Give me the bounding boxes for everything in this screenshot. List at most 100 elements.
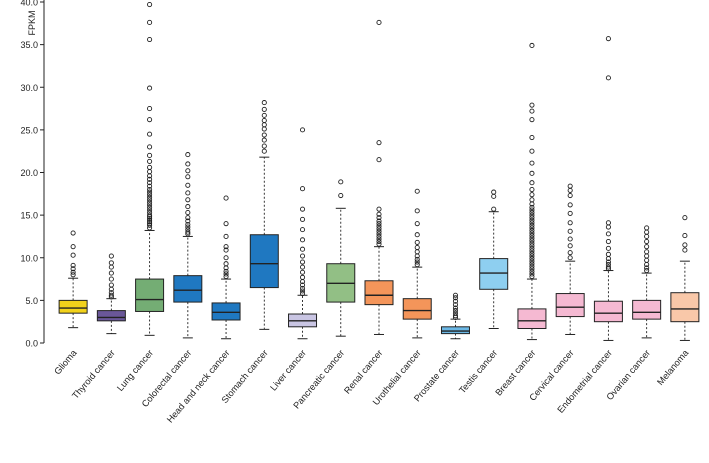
outlier-point bbox=[376, 218, 382, 224]
outlier-point bbox=[376, 241, 382, 247]
outlier-point bbox=[644, 233, 650, 239]
outlier-point bbox=[147, 152, 153, 158]
outlier-point bbox=[644, 225, 650, 231]
outlier-point bbox=[529, 207, 535, 213]
outlier-point bbox=[376, 228, 382, 234]
y-tick-label: 20.0 bbox=[20, 168, 38, 178]
box-testis-cancer bbox=[479, 258, 509, 290]
outlier-point bbox=[147, 189, 153, 195]
outlier-point bbox=[147, 217, 153, 223]
outlier-point bbox=[261, 117, 267, 124]
outlier-point bbox=[223, 268, 229, 274]
outlier-point bbox=[605, 224, 611, 230]
outlier-point bbox=[261, 132, 267, 138]
outlier-point bbox=[376, 206, 382, 212]
outlier-point bbox=[644, 267, 650, 274]
y-tick-label: 5.0 bbox=[25, 296, 38, 306]
box-thyroid-cancer bbox=[96, 310, 126, 322]
outlier-point bbox=[223, 233, 229, 239]
outlier-point bbox=[147, 219, 153, 225]
outlier-point bbox=[147, 169, 153, 175]
outlier-point bbox=[108, 290, 114, 296]
outlier-point bbox=[605, 239, 611, 245]
outlier-point bbox=[261, 126, 267, 132]
outlier-point bbox=[529, 243, 535, 249]
outlier-point bbox=[567, 210, 573, 216]
outlier-point bbox=[147, 164, 153, 170]
outlier-point bbox=[147, 36, 153, 43]
outlier-point bbox=[414, 232, 420, 238]
outlier-point bbox=[376, 215, 382, 221]
outlier-point bbox=[529, 117, 535, 123]
outlier-point bbox=[185, 152, 191, 158]
outlier-point bbox=[567, 202, 573, 208]
outlier-point bbox=[529, 271, 535, 277]
outlier-point bbox=[185, 215, 191, 221]
outlier-point bbox=[529, 256, 535, 262]
box-endometrial-cancer bbox=[593, 300, 623, 323]
outlier-point bbox=[644, 244, 650, 250]
outlier-point bbox=[644, 249, 650, 255]
outlier-point bbox=[529, 170, 535, 176]
outlier-point bbox=[299, 282, 306, 288]
outlier-point bbox=[299, 216, 306, 222]
outlier-point bbox=[376, 140, 382, 146]
outlier-point bbox=[223, 195, 229, 201]
box-cervical-cancer bbox=[555, 293, 585, 318]
outlier-point bbox=[185, 227, 191, 233]
outlier-point bbox=[452, 298, 459, 304]
outlier-point bbox=[185, 224, 191, 230]
outlier-point bbox=[147, 144, 153, 150]
outlier-point bbox=[605, 75, 611, 81]
outlier-point bbox=[529, 210, 535, 216]
outlier-point bbox=[529, 192, 535, 198]
outlier-point bbox=[529, 233, 535, 239]
outlier-point bbox=[452, 305, 459, 311]
outlier-point bbox=[147, 212, 153, 218]
outlier-point bbox=[529, 108, 535, 114]
outlier-point bbox=[147, 158, 153, 164]
outlier-point bbox=[223, 255, 229, 261]
outlier-point bbox=[644, 229, 650, 235]
outlier-point bbox=[147, 106, 153, 112]
outlier-point bbox=[605, 264, 611, 270]
outlier-point bbox=[682, 233, 688, 239]
outlier-point bbox=[452, 295, 459, 301]
y-tick-label: 25.0 bbox=[20, 125, 38, 135]
outlier-point bbox=[147, 117, 153, 123]
outlier-point bbox=[567, 228, 573, 234]
outlier-point bbox=[147, 207, 153, 213]
outlier-point bbox=[223, 244, 229, 250]
outlier-point bbox=[147, 199, 153, 205]
outlier-point bbox=[414, 221, 420, 227]
box-melanoma bbox=[670, 292, 700, 323]
outlier-point bbox=[223, 273, 229, 280]
outlier-point bbox=[108, 264, 114, 270]
outlier-point bbox=[529, 263, 535, 269]
outlier-point bbox=[70, 266, 76, 272]
outlier-point bbox=[147, 192, 153, 198]
outlier-point bbox=[529, 215, 535, 221]
outlier-point bbox=[529, 42, 535, 49]
outlier-point bbox=[414, 259, 420, 265]
x-tick-label: Renal cancer bbox=[342, 348, 384, 396]
outlier-point bbox=[147, 85, 153, 91]
outlier-point bbox=[567, 236, 573, 242]
outlier-point bbox=[70, 244, 76, 250]
outlier-point bbox=[529, 225, 535, 231]
outlier-point bbox=[185, 197, 191, 203]
outlier-point bbox=[529, 253, 535, 259]
box-urothelial-cancer bbox=[402, 298, 432, 320]
outlier-point bbox=[605, 245, 611, 251]
outlier-point bbox=[529, 134, 535, 141]
outlier-point bbox=[414, 244, 420, 251]
outlier-point bbox=[223, 271, 229, 277]
outlier-point bbox=[299, 264, 306, 270]
outlier-point bbox=[338, 192, 344, 199]
outlier-point bbox=[529, 227, 535, 234]
outlier-point bbox=[491, 189, 497, 195]
outlier-point bbox=[452, 308, 459, 314]
outlier-point bbox=[605, 36, 611, 42]
outlier-point bbox=[644, 265, 650, 271]
outlier-point bbox=[529, 204, 535, 211]
